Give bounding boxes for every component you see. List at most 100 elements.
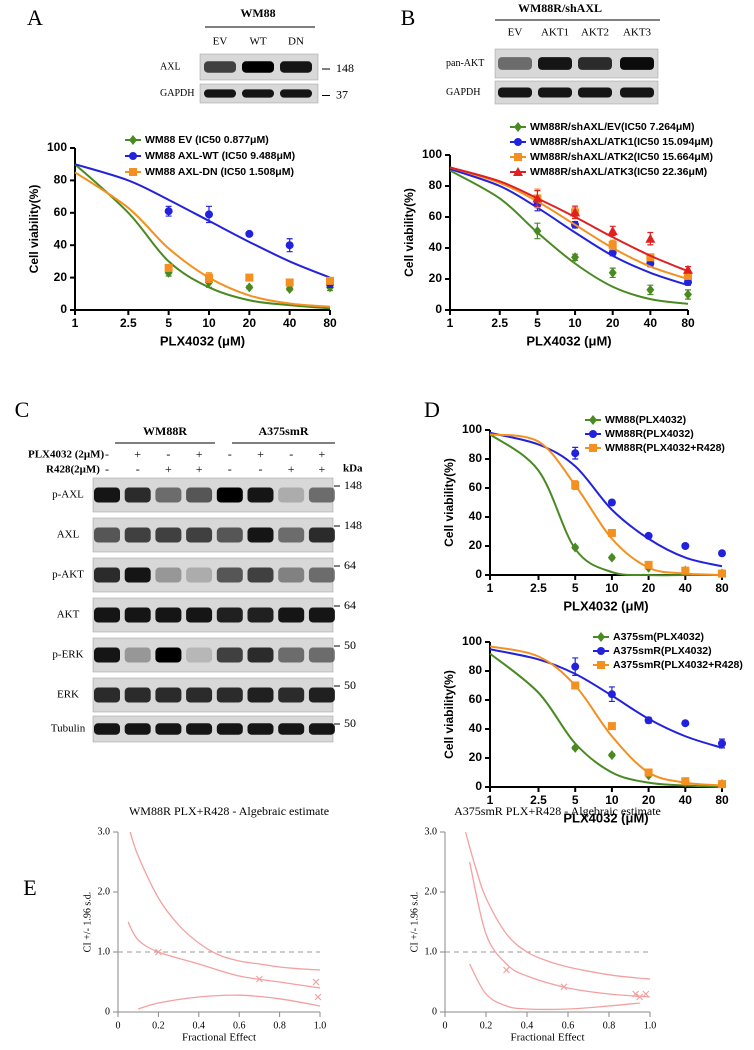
band (242, 61, 274, 73)
y-tick-label: 80 (469, 451, 483, 465)
x-axis-label: PLX4032 (μM) (160, 333, 245, 348)
y-tick-label: 100 (462, 422, 482, 436)
band (308, 487, 335, 503)
band (278, 687, 305, 703)
data-point (644, 768, 653, 777)
x-axis-label: PLX4032 (μM) (563, 810, 648, 825)
ci-point (636, 993, 644, 1001)
legend-label: WM88R/shAXL/ATK1(IC50 15.094μM) (530, 136, 713, 148)
treatment-sign: + (288, 462, 295, 476)
x-tick-label: 2.5 (530, 793, 547, 807)
band (498, 57, 532, 70)
x-tick-label: 5 (165, 316, 172, 330)
treatment-sign: - (105, 462, 109, 476)
band (278, 647, 305, 663)
x-tick-label: 1.0 (314, 1020, 327, 1031)
x-tick-label: 20 (642, 793, 656, 807)
data-point (645, 233, 656, 243)
band (278, 723, 305, 735)
x-tick-label: 80 (681, 316, 695, 330)
lane-label: DN (288, 36, 304, 48)
row-label: ERK (57, 689, 79, 701)
data-point (608, 240, 617, 249)
panel-letter: B (401, 5, 416, 30)
lane-label: AKT3 (623, 27, 652, 39)
legend-marker (513, 167, 523, 176)
band (216, 647, 243, 663)
ci-curve (127, 921, 321, 989)
y-tick-label: 80 (429, 178, 443, 192)
data-point (164, 207, 173, 216)
legend-label: A375smR(PLX4032+R428) (613, 659, 743, 671)
band (94, 723, 120, 735)
size-marker: 148 (344, 478, 362, 492)
band (124, 723, 151, 735)
row-label: p-AKT (52, 569, 84, 581)
panel-letter: A (27, 5, 43, 30)
band (204, 89, 236, 98)
band (124, 687, 151, 703)
data-point (608, 267, 617, 278)
data-point (681, 542, 690, 550)
size-marker: 50 (344, 678, 356, 692)
data-point (644, 716, 653, 725)
data-point (644, 531, 653, 540)
treatment-sign: - (228, 447, 232, 461)
data-point (681, 566, 690, 575)
row-label: AXL (57, 529, 80, 541)
band (247, 647, 274, 663)
band (216, 567, 243, 583)
data-point (607, 528, 616, 537)
band (124, 567, 151, 583)
treatment-sign: + (134, 447, 141, 461)
fit-curve (449, 169, 689, 305)
legend-label: WM88 AXL-DN (IC50 1.508μM) (145, 166, 294, 178)
data-point (607, 498, 616, 507)
y-tick-label: 40 (469, 509, 483, 523)
band (186, 647, 213, 663)
band (124, 527, 151, 543)
data-point (684, 289, 692, 300)
band (94, 567, 120, 583)
data-point (681, 777, 690, 786)
x-tick-label: 0.6 (233, 1020, 246, 1031)
size-marker: 50 (344, 716, 356, 730)
y-tick-label: 3.0 (98, 826, 111, 837)
y-tick-label: 1.0 (425, 946, 438, 957)
data-point (571, 449, 580, 458)
band (155, 487, 182, 503)
data-point (607, 552, 616, 563)
row-label: pan-AKT (446, 58, 484, 69)
y-tick-label: 100 (422, 147, 442, 161)
band (578, 87, 612, 98)
band (278, 527, 305, 543)
x-axis-label: Fractional Effect (182, 1032, 256, 1044)
ci-point (503, 966, 510, 974)
treatment-sign: + (319, 462, 326, 476)
size-marker: 148 (344, 518, 362, 532)
x-tick-label: 5 (572, 581, 579, 595)
band (94, 527, 120, 543)
group-label: A375smR (259, 424, 309, 438)
group-label: WM88R (143, 424, 187, 438)
legend-label: WM88R/shAXL/EV(IC50 7.264μM) (530, 121, 695, 133)
band (216, 487, 243, 503)
x-tick-label: 10 (568, 316, 582, 330)
data-point (718, 549, 726, 558)
data-point (571, 542, 580, 553)
band (247, 607, 274, 623)
y-tick-label: 80 (54, 173, 68, 187)
band (94, 607, 120, 623)
treatment-sign: + (196, 447, 203, 461)
data-point (718, 780, 726, 789)
data-point (646, 284, 655, 295)
lane-label: AKT1 (541, 27, 569, 39)
legend-marker (514, 138, 522, 146)
band (155, 647, 182, 663)
band (247, 687, 274, 703)
band (278, 487, 305, 503)
band (308, 647, 335, 663)
treatment-label: R428(2μM) (46, 464, 100, 476)
ci-point (154, 948, 162, 956)
legend-label: WM88R/shAXL/ATK3(IC50 22.36μM) (530, 166, 707, 178)
